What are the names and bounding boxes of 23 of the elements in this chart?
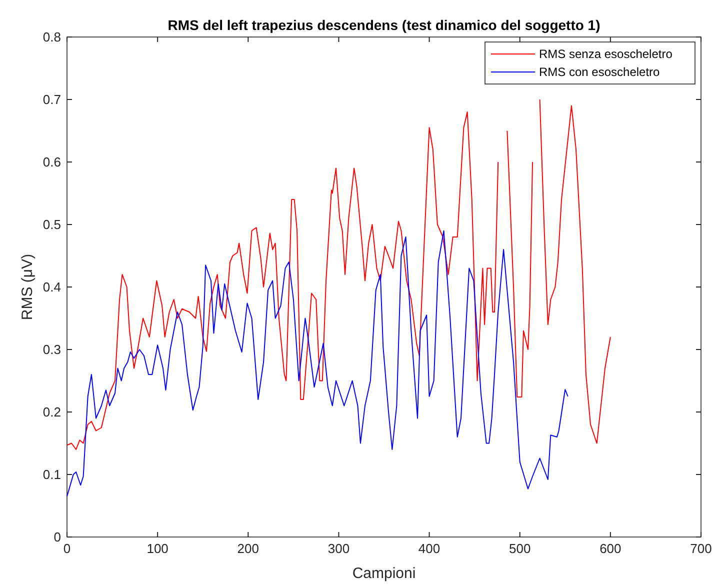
- y-tick-label: 0.8: [42, 30, 61, 44]
- x-tick-label: 100: [146, 541, 168, 556]
- y-tick-label: 0.7: [42, 92, 61, 107]
- y-tick-label: 0.2: [42, 404, 61, 420]
- legend-label: RMS senza esoscheletro: [539, 47, 673, 61]
- y-tick-label: 0.1: [42, 467, 61, 482]
- x-tick-label: 600: [600, 541, 622, 556]
- x-axis-title: Campioni: [352, 565, 416, 582]
- x-tick-label: 700: [690, 541, 712, 556]
- y-tick-label: 0.6: [42, 154, 61, 170]
- line-series: [66, 230, 568, 497]
- x-tick-label: 0: [63, 541, 71, 556]
- chart-title: RMS del left trapezius descendens (test dinamico del soggetto 1): [168, 17, 600, 33]
- x-tick-label: 200: [237, 541, 259, 556]
- x-tick-label: 500: [509, 541, 531, 556]
- x-tick-label: 400: [418, 541, 440, 556]
- y-axis-title: RMS (μV): [19, 254, 36, 320]
- y-tick-label: 0.4: [42, 280, 61, 294]
- x-tick-label: 300: [328, 541, 350, 556]
- y-tick-label: 0: [54, 530, 61, 544]
- legend-label: RMS con esoscheletro: [539, 65, 660, 79]
- y-tick-label: 0.3: [42, 342, 61, 357]
- y-tick-label: 0.5: [42, 217, 61, 232]
